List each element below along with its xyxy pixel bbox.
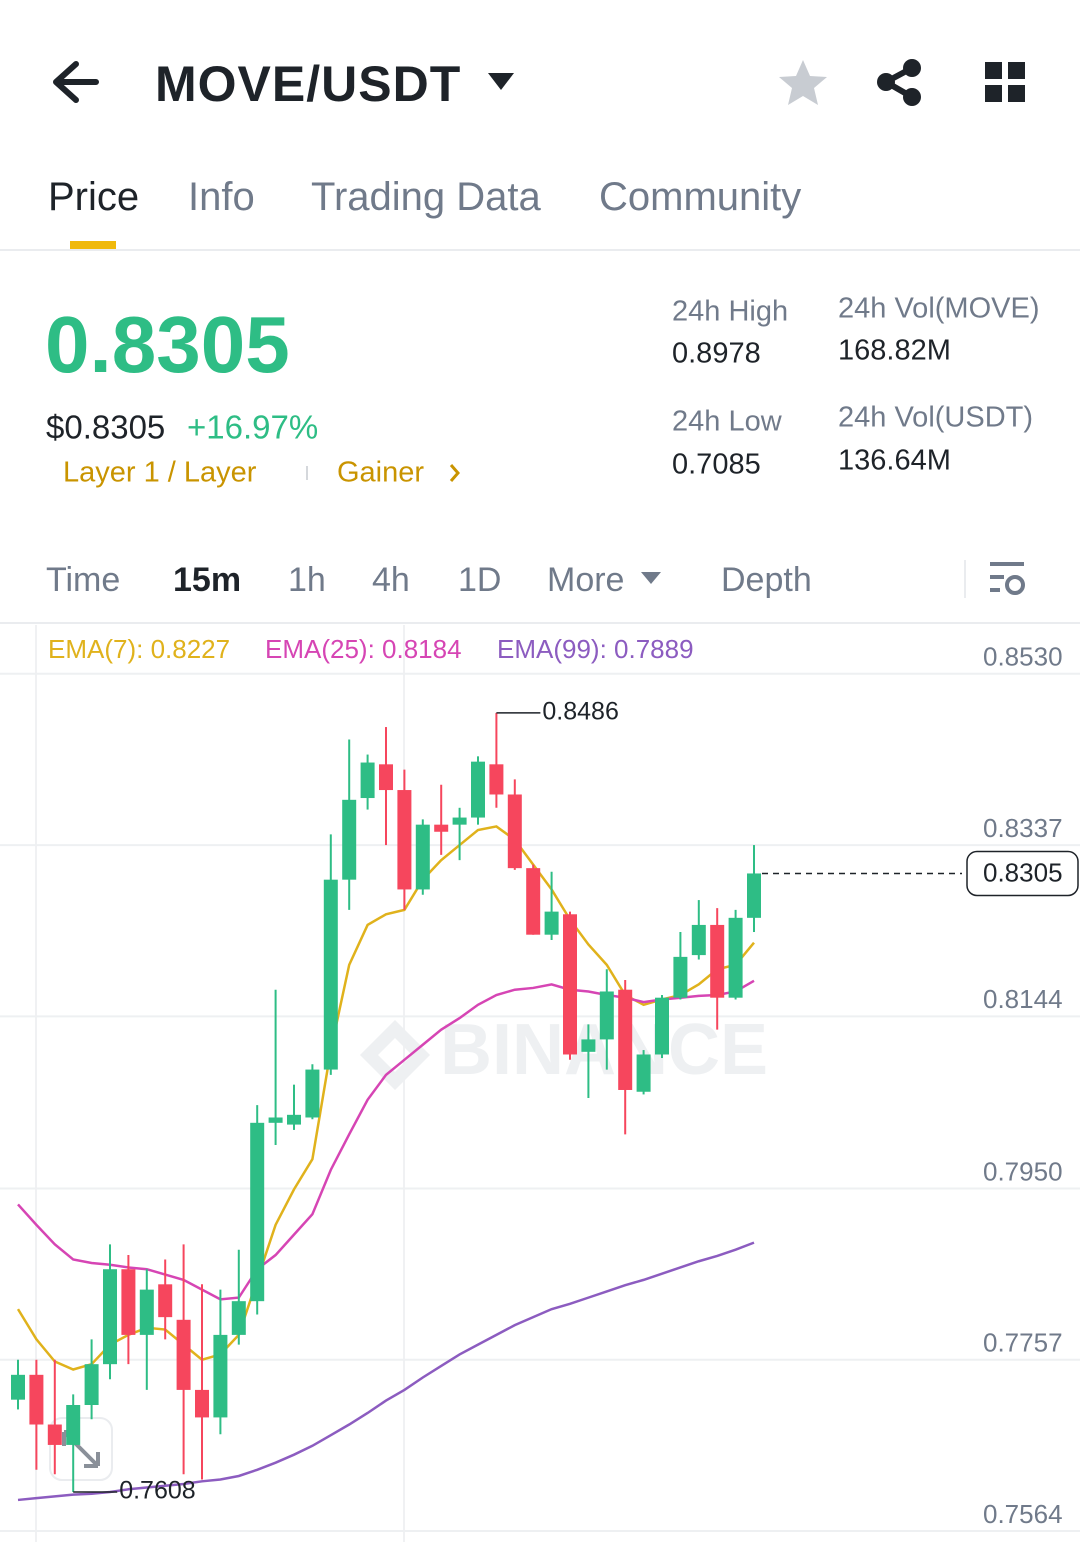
stat-value: 168.82M — [838, 334, 951, 367]
interval[interactable]: 1D — [458, 561, 502, 599]
pair-title[interactable]: MOVE/USDT — [155, 56, 462, 112]
pair-dropdown[interactable] — [488, 73, 514, 90]
candle-body — [103, 1269, 117, 1365]
chart-settings[interactable] — [990, 562, 1025, 595]
candle-body — [231, 1301, 246, 1335]
candle-body — [158, 1284, 173, 1318]
candle-body — [121, 1269, 136, 1335]
candle-body — [29, 1374, 44, 1425]
candle-body — [655, 997, 669, 1055]
candle-body — [342, 799, 357, 880]
last-price: 0.8305 — [45, 300, 290, 389]
expand-button[interactable] — [49, 1417, 113, 1481]
candle-body — [139, 1289, 154, 1335]
usd-price: $0.8305 — [46, 408, 166, 446]
tab[interactable]: Price — [48, 175, 140, 219]
legend-entry: EMA(99): 0.7889 — [497, 634, 694, 664]
candle-body — [47, 1424, 62, 1445]
candle-body — [507, 794, 522, 869]
candle-body — [581, 1039, 596, 1052]
candle-body — [11, 1374, 25, 1400]
candle-body — [434, 824, 449, 832]
tag-chevron[interactable] — [449, 464, 460, 482]
ema-line — [17, 1241, 755, 1502]
tag[interactable]: Layer 1 / Layer — [63, 456, 257, 489]
high-label: 0.8486 — [542, 697, 618, 725]
y-tick-label: 0.8144 — [983, 984, 1063, 1014]
y-tick-label: 0.7950 — [983, 1156, 1063, 1186]
candle-body — [544, 911, 559, 935]
candle-body — [747, 873, 761, 918]
candle-body — [673, 956, 688, 998]
tab-indicator — [70, 241, 116, 249]
last-price-box — [966, 850, 1079, 897]
stat-value: 136.64M — [838, 444, 951, 477]
candle-body — [323, 879, 338, 1070]
interval[interactable]: Depth — [721, 561, 812, 599]
stat-label: 24h Low — [672, 405, 782, 438]
low-label: 0.7608 — [119, 1477, 195, 1505]
stat-value: 0.8978 — [672, 337, 761, 370]
tab[interactable]: Community — [599, 175, 802, 219]
candle-body — [691, 924, 706, 956]
candle-body — [176, 1319, 191, 1390]
stat-label: 24h Vol(USDT) — [838, 401, 1034, 434]
favorite-star[interactable] — [779, 60, 827, 105]
candle-body — [710, 924, 725, 998]
candle-body — [471, 761, 485, 818]
candle-body — [599, 991, 614, 1040]
candle-body — [360, 762, 375, 799]
stat-label: 24h High — [672, 295, 789, 328]
candle-body — [195, 1389, 209, 1418]
last-price-label: 0.8305 — [983, 857, 1063, 887]
candle-body — [379, 764, 393, 791]
legend-entry: EMA(25): 0.8184 — [265, 634, 462, 664]
stat-label: 24h Vol(MOVE) — [838, 292, 1040, 325]
interval[interactable]: 4h — [372, 561, 410, 599]
candle-body — [728, 917, 743, 998]
candle-body — [415, 824, 430, 890]
y-tick-label: 0.7564 — [983, 1499, 1063, 1529]
interval[interactable]: 1h — [288, 561, 326, 599]
grid-menu[interactable] — [985, 62, 1025, 102]
candle-body — [526, 868, 541, 935]
more-dropdown[interactable] — [641, 572, 661, 584]
tab[interactable]: Trading Data — [311, 175, 541, 219]
candle-body — [489, 764, 504, 795]
price-change: +16.97% — [187, 408, 319, 446]
tab[interactable]: Info — [188, 175, 255, 219]
y-tick-label: 0.8337 — [983, 813, 1063, 843]
candle-body — [268, 1117, 283, 1123]
interval[interactable]: 15m — [173, 561, 242, 599]
candle-body — [66, 1404, 81, 1445]
candle-body — [397, 790, 412, 890]
legend-entry: EMA(7): 0.8227 — [48, 634, 231, 664]
interval[interactable]: Time — [46, 561, 121, 599]
candle-body — [84, 1364, 99, 1405]
candle-body — [618, 989, 633, 1090]
candle-body — [305, 1069, 320, 1118]
candle-body — [250, 1122, 265, 1302]
tag[interactable]: Gainer — [337, 456, 425, 489]
interval[interactable]: More — [547, 561, 625, 599]
watermark-logo — [360, 1020, 430, 1090]
back-button[interactable] — [53, 61, 99, 103]
candle-body — [213, 1334, 228, 1418]
share-button[interactable] — [877, 59, 921, 106]
y-tick-label: 0.7757 — [983, 1328, 1063, 1358]
stat-value: 0.7085 — [672, 448, 761, 481]
candle-body — [452, 817, 467, 825]
candle-body — [563, 914, 577, 1055]
candle-body — [636, 1054, 651, 1092]
candle-body — [287, 1114, 301, 1125]
y-tick-label: 0.8530 — [983, 642, 1063, 672]
